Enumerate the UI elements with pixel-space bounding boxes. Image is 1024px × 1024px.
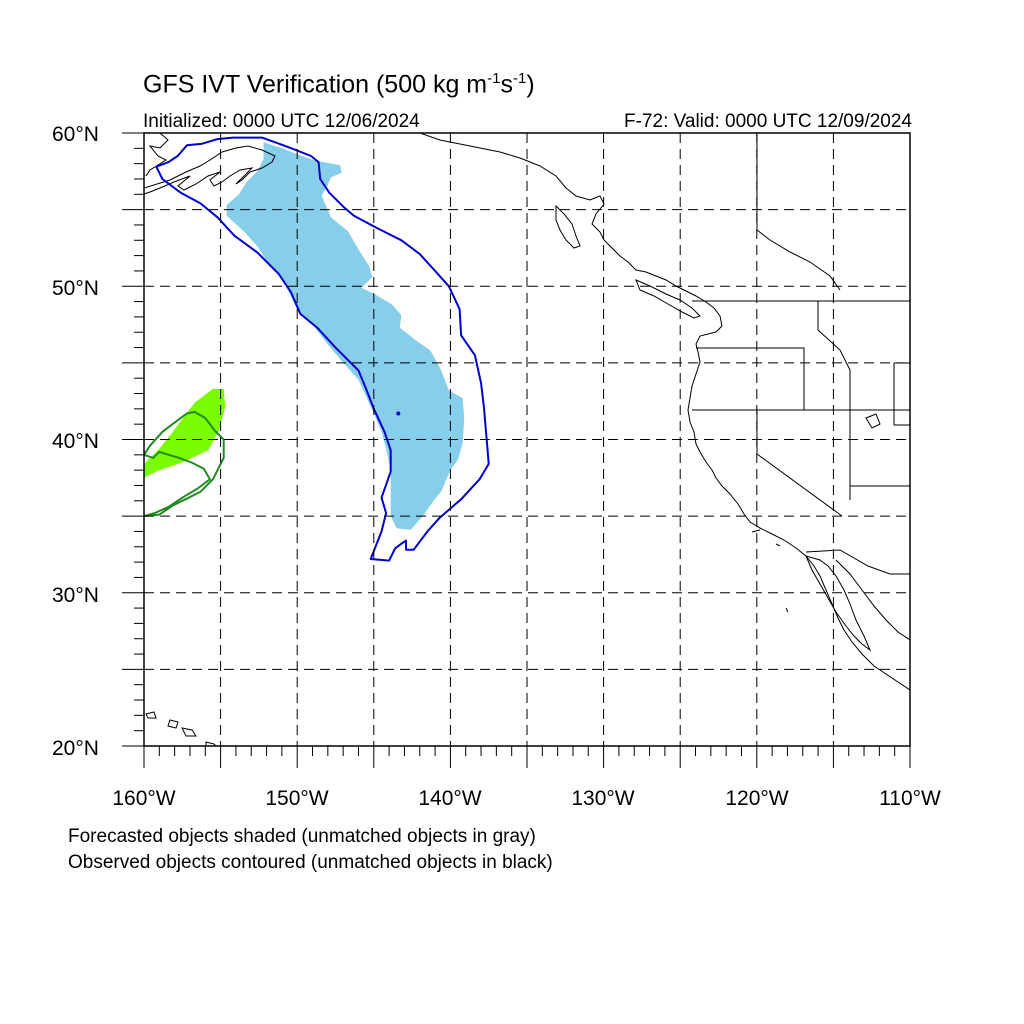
gulf-of-california-east [835,559,910,641]
valid-time-label: F-72: Valid: 0000 UTC 12/09/2024 [624,111,912,132]
forecast-objects-layer [144,142,465,530]
lat-label-60n: 60°N [52,123,99,146]
title-exponent-1: -1 [487,70,501,87]
lat-label-40n: 40°N [52,430,99,453]
coastlines-layer [144,133,910,746]
lon-label-160w: 160°W [112,787,175,810]
lon-label-130w: 130°W [571,787,634,810]
lon-label-110w: 110°W [879,787,941,810]
legend-forecast-note: Forecasted objects shaded (unmatched obj… [68,826,536,847]
observed-dot [396,411,401,416]
lat-label-20n: 20°N [52,737,99,760]
observed-object-obs-green-west [144,410,225,518]
lon-label-120w: 120°W [725,787,788,810]
lat-label-30n: 30°N [52,584,99,607]
alaska-canada-border [756,133,841,291]
alaska-coastline [144,145,276,195]
us-mexico-border [805,549,910,575]
title-main: GFS IVT Verification (500 kg m [143,70,488,99]
vancouver-island [635,279,701,319]
alaska-panhandle-coast [419,133,723,327]
us-west-coast [687,325,910,691]
lon-label-150w: 150°W [265,787,328,810]
initialized-label: Initialized: 0000 UTC 12/06/2024 [143,111,420,132]
title-exponent-2: -1 [512,70,527,87]
haida-gwaii [555,204,581,249]
observed-objects-layer [144,136,490,562]
observed-object-obs-ar-main [155,136,490,562]
forecast-object-fc-green-west [144,388,226,478]
longitude-labels: 160°W 150°W 140°W 130°W 120°W 110°W [112,787,941,810]
us-state-borders [692,301,910,517]
chart-title: GFS IVT Verification (500 kg m-1s-1) [143,70,535,99]
channel-islands [751,529,789,613]
lat-label-50n: 50°N [52,277,99,300]
baja-peninsula [805,555,872,652]
hawaii-islands [145,711,217,746]
legend-observed-note: Observed objects contoured (unmatched ob… [68,852,553,873]
latitude-labels: 60°N 50°N 40°N 30°N 20°N [52,123,99,760]
title-mid: s [500,70,513,99]
lon-label-140w: 140°W [418,787,481,810]
lake-island-nevada [865,413,881,429]
title-close: ) [526,70,535,99]
map-frame [143,132,911,747]
alaska-interior-coast [145,133,169,177]
forecast-object-fc-ar-main [226,142,465,530]
lat-lon-grid [144,133,910,746]
axis-ticks [122,132,911,768]
